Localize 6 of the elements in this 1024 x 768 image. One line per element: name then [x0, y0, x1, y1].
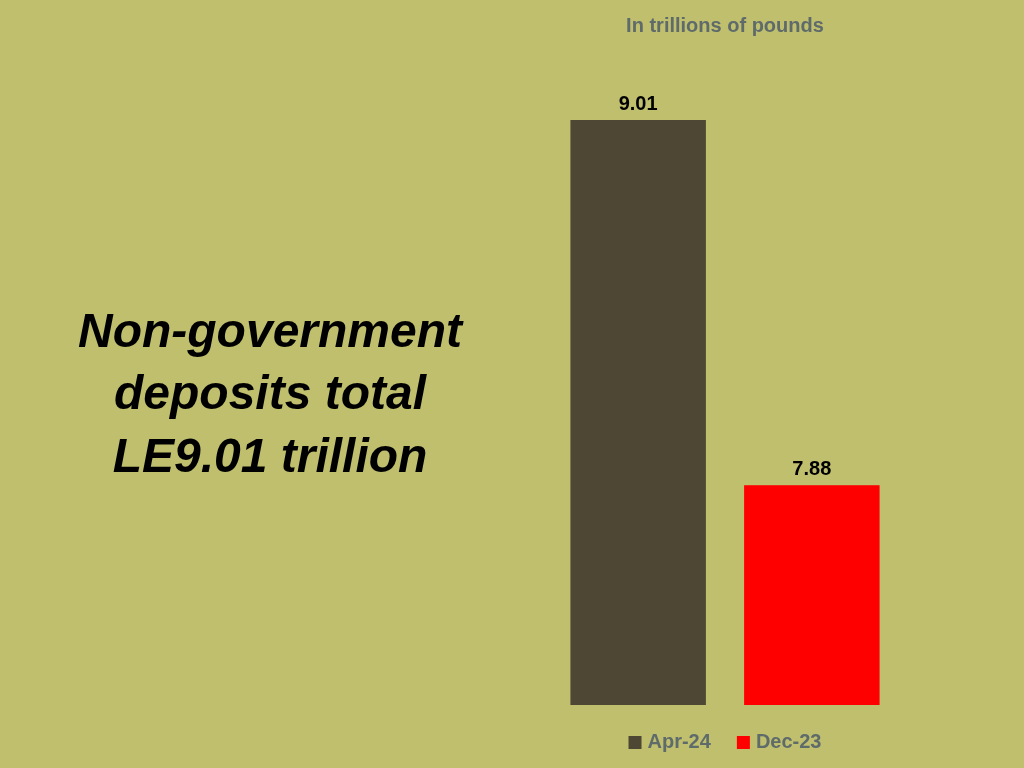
legend-label: Apr-24: [647, 730, 712, 752]
data-label: 9.01: [618, 92, 658, 114]
chart-subtitle: In trillions of pounds: [626, 14, 824, 36]
text: Non-government deposits total LE9.01 trillion: [77, 303, 465, 484]
data-label: 7.88: [792, 457, 832, 480]
legend-label: Dec-23: [755, 730, 822, 752]
